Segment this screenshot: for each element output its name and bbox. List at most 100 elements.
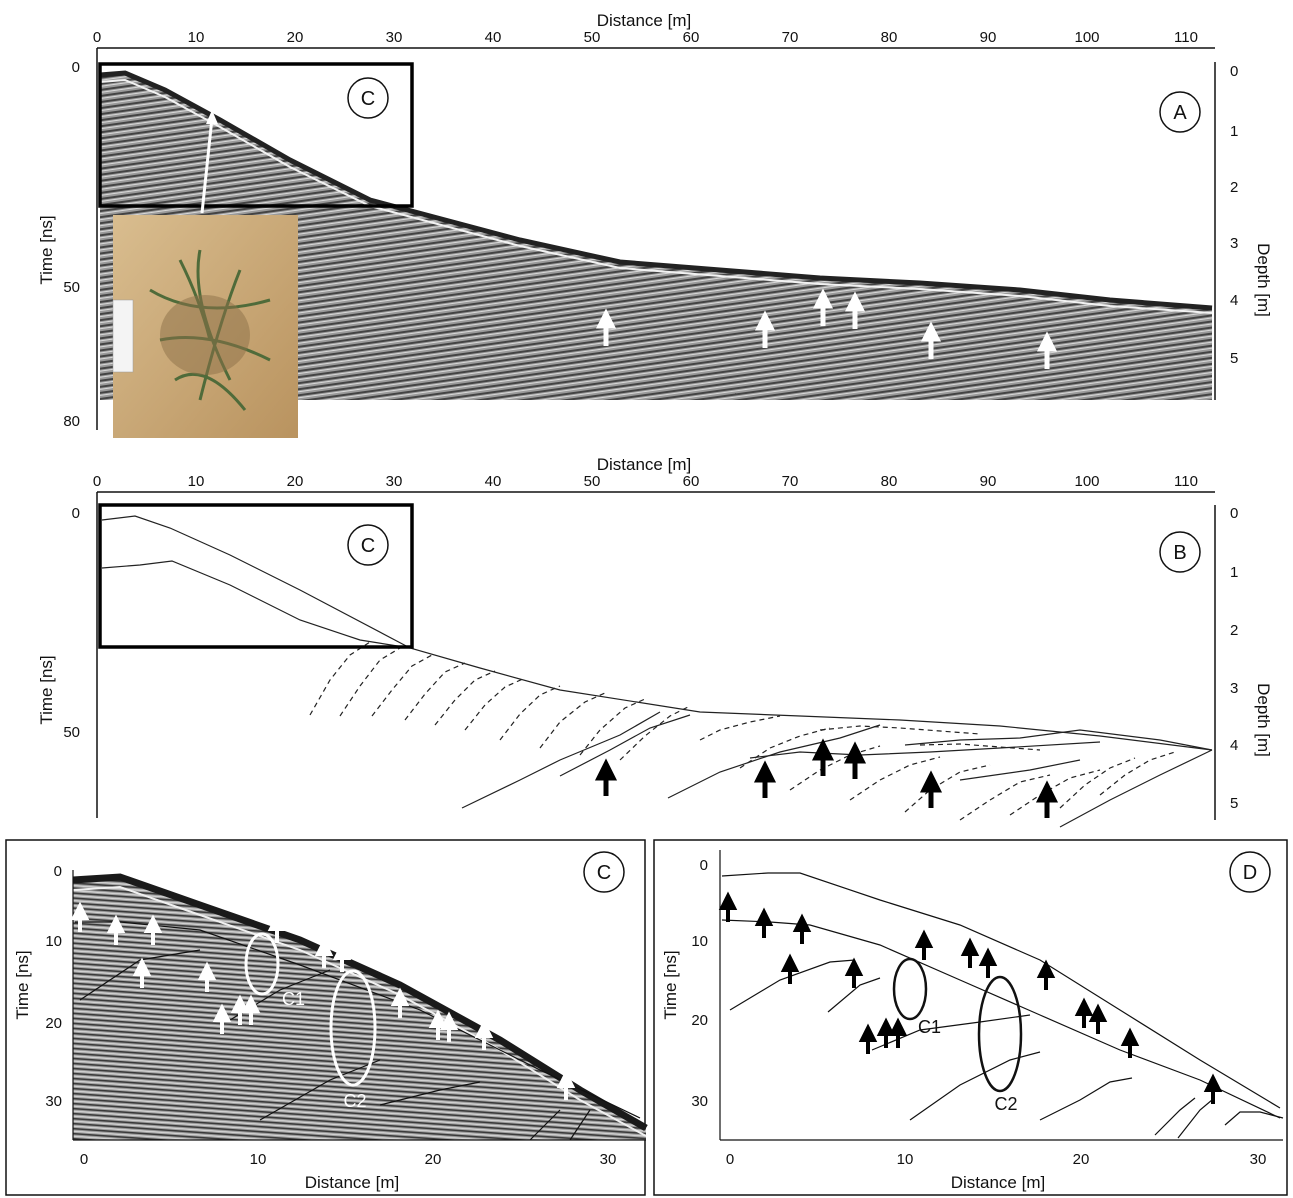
- depth-tick: 3: [1230, 235, 1238, 252]
- interpretation-lines-d: [721, 872, 1284, 1139]
- panel-d: 0 10 20 30 Time [ns] 0 10 20 30 Distance…: [653, 839, 1288, 1196]
- d-c1-label: C1: [918, 1017, 941, 1037]
- depth-tick: 5: [1230, 350, 1238, 367]
- x-tick: 110: [1174, 29, 1198, 46]
- depth-tick: 0: [1230, 505, 1238, 522]
- panel-b-box-c-letter: C: [361, 535, 375, 557]
- radargram-c: [73, 877, 646, 1140]
- x-tick: 10: [188, 29, 205, 46]
- x-tick: 40: [485, 473, 502, 490]
- x-tick: 20: [287, 29, 304, 46]
- depth-tick: 0: [1230, 63, 1238, 80]
- x-tick: 50: [584, 473, 601, 490]
- panel-a-box-c-circle: [347, 77, 389, 119]
- y-tick: 10: [45, 933, 62, 950]
- panel-c: 0 10 20 30 Time [ns] 0 10 20 30 Distance…: [5, 839, 648, 1196]
- x-tick: 0: [80, 1151, 88, 1168]
- x-tick: 110: [1174, 473, 1198, 490]
- d-c2-label: C2: [994, 1094, 1017, 1114]
- y-tick: 10: [691, 933, 708, 950]
- surface-reflector-a-light: [99, 78, 1213, 314]
- x-tick: 30: [386, 473, 403, 490]
- depth-tick: 1: [1230, 564, 1238, 581]
- x-tick: 20: [287, 473, 304, 490]
- panel-a-y-label: Time [ns]: [37, 215, 56, 284]
- ellipse-c1: [244, 932, 280, 996]
- x-tick: 0: [93, 29, 101, 46]
- panel-a-box-c-letter: C: [361, 88, 375, 110]
- depth-tick: 4: [1230, 292, 1238, 309]
- panel-a-box-c: [98, 62, 414, 208]
- ellipse-d1: [892, 957, 928, 1021]
- y-tick: 0: [54, 863, 62, 880]
- photo-pointer: [200, 117, 214, 214]
- y-tick: 20: [691, 1012, 708, 1029]
- panel-b-letter: B: [1173, 542, 1186, 564]
- y-tick: 80: [63, 413, 80, 430]
- panel-c-y-label: Time [ns]: [13, 950, 32, 1019]
- panel-a-letter-circle: [1159, 91, 1201, 133]
- x-tick: 100: [1074, 473, 1099, 490]
- panel-b: Distance [m] 0 10 20 30 40 50 60 70 80 9…: [37, 455, 1273, 828]
- panel-c-letter: C: [597, 862, 611, 884]
- y-tick: 0: [72, 505, 80, 522]
- panel-d-y-label: Time [ns]: [661, 950, 680, 1019]
- panel-d-letter: D: [1243, 862, 1257, 884]
- panel-a-letter: A: [1173, 102, 1187, 124]
- x-tick: 70: [782, 473, 799, 490]
- depth-tick: 3: [1230, 680, 1238, 697]
- x-tick: 30: [600, 1151, 617, 1168]
- panel-a-depth-label: Depth [m]: [1254, 243, 1273, 317]
- depth-tick: 2: [1230, 179, 1238, 196]
- x-tick: 50: [584, 29, 601, 46]
- depth-tick: 5: [1230, 795, 1238, 812]
- x-tick: 20: [1073, 1151, 1090, 1168]
- black-arrows-d: [718, 891, 1223, 1104]
- panel-d-frame: [653, 839, 1288, 1196]
- y-tick: 50: [63, 279, 80, 296]
- panel-c-frame: [5, 839, 646, 1196]
- panel-b-depth-label: Depth [m]: [1254, 683, 1273, 757]
- x-tick: 30: [386, 29, 403, 46]
- y-tick: 50: [63, 724, 80, 741]
- x-tick: 60: [683, 29, 700, 46]
- depth-tick: 2: [1230, 622, 1238, 639]
- radargram-a: [100, 73, 1212, 400]
- y-tick: 0: [700, 857, 708, 874]
- panel-c-letter-circle: [583, 851, 625, 893]
- depth-tick: 4: [1230, 737, 1238, 754]
- x-tick: 100: [1074, 29, 1099, 46]
- y-tick: 20: [45, 1015, 62, 1032]
- photo-pointer-head: [206, 110, 218, 124]
- panel-a: Distance [m] 0 10 20 30 40 50 60 70 80 9…: [37, 11, 1273, 438]
- panel-d-x-label: Distance [m]: [951, 1173, 1045, 1192]
- y-tick: 0: [72, 59, 80, 76]
- panel-b-y-label: Time [ns]: [37, 655, 56, 724]
- panel-a-x-label: Distance [m]: [597, 11, 691, 30]
- x-tick: 60: [683, 473, 700, 490]
- x-tick: 20: [425, 1151, 442, 1168]
- x-tick: 90: [980, 29, 997, 46]
- x-tick: 30: [1250, 1151, 1267, 1168]
- panel-b-box-c: [98, 503, 414, 649]
- white-arrows-c: [70, 901, 576, 1100]
- panel-a-x-ticks: 0 10 20 30 40 50 60 70 80 90 100 110: [93, 29, 1198, 46]
- dashed-foresets-b: [309, 641, 1176, 821]
- interpretation-lines-b: [101, 515, 1213, 828]
- panel-b-letter-circle: [1159, 531, 1201, 573]
- x-tick: 80: [881, 29, 898, 46]
- panel-b-box-c-circle: [347, 524, 389, 566]
- ellipse-d2: [977, 975, 1023, 1093]
- black-arrows-b: [594, 738, 1059, 818]
- x-tick: 10: [897, 1151, 914, 1168]
- y-tick: 30: [691, 1093, 708, 1110]
- ellipse-c2: [329, 969, 377, 1087]
- x-tick: 0: [93, 473, 101, 490]
- photo-inset: [112, 215, 298, 438]
- x-tick: 90: [980, 473, 997, 490]
- panel-b-x-ticks: 0 10 20 30 40 50 60 70 80 90 100 110: [93, 473, 1198, 490]
- x-tick: 10: [250, 1151, 267, 1168]
- x-tick: 10: [188, 473, 205, 490]
- surface-reflector-a: [99, 70, 1213, 311]
